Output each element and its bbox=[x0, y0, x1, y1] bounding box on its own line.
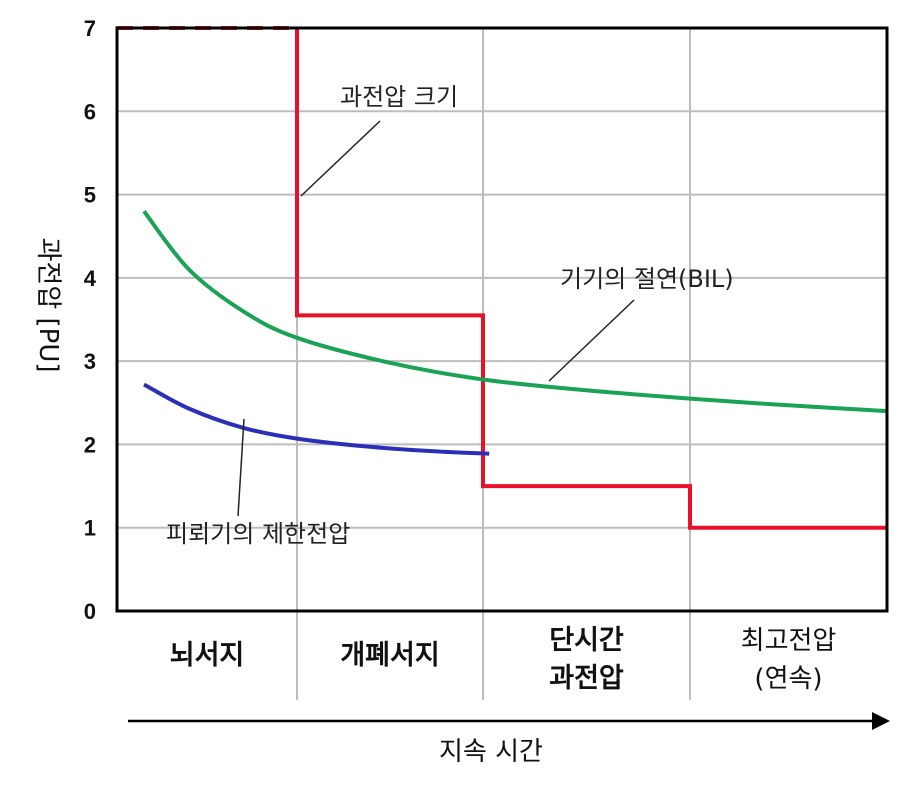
arrester-curve bbox=[143, 382, 490, 456]
series-lines bbox=[117, 26, 888, 530]
annotation-leader bbox=[237, 418, 245, 517]
y-tick-label: 1 bbox=[84, 516, 96, 541]
y-tick-label: 5 bbox=[84, 183, 96, 208]
y-axis-label: 과전압 [PU] bbox=[33, 237, 63, 372]
y-tick-label: 0 bbox=[84, 599, 96, 624]
category-label: 개폐서지 bbox=[340, 640, 439, 671]
category-label: 뇌서지 bbox=[170, 640, 245, 671]
y-tick-label: 3 bbox=[84, 349, 96, 374]
annotation-leader bbox=[300, 120, 381, 197]
y-tick-label: 4 bbox=[84, 266, 97, 291]
category-dividers bbox=[296, 28, 691, 700]
gridlines bbox=[117, 110, 887, 529]
y-tick-label: 6 bbox=[84, 99, 96, 124]
x-axis-label: 지속 시간 bbox=[439, 737, 543, 767]
y-tick-label: 7 bbox=[84, 16, 96, 41]
annotation-label: 과전압 크기 bbox=[340, 83, 458, 111]
y-axis-ticks: 0 1 2 3 4 5 6 7 bbox=[84, 16, 97, 624]
annotation-label: 기기의 절연(BIL) bbox=[560, 265, 734, 293]
bil-curve bbox=[142, 210, 888, 414]
plot-frame bbox=[115, 26, 889, 613]
category-label: 단시간 bbox=[549, 625, 624, 656]
time-arrow bbox=[128, 712, 890, 730]
category-label: 과전압 bbox=[549, 663, 624, 694]
category-label: (연속) bbox=[754, 664, 822, 694]
annotation-label: 피뢰기의 제한전압 bbox=[166, 520, 350, 548]
y-tick-label: 2 bbox=[84, 432, 96, 457]
time-arrow-head bbox=[872, 712, 890, 730]
overvoltage-step-line bbox=[295, 28, 887, 530]
annotation-leader bbox=[548, 299, 635, 382]
category-label: 최고전압 bbox=[741, 626, 837, 656]
